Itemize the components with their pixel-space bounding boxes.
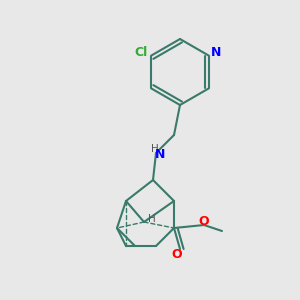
Text: N: N — [155, 148, 166, 161]
Text: H: H — [148, 214, 155, 224]
Text: H: H — [151, 144, 158, 154]
Text: O: O — [172, 248, 182, 262]
Text: N: N — [211, 46, 221, 59]
Text: O: O — [199, 215, 209, 228]
Text: Cl: Cl — [134, 46, 148, 59]
